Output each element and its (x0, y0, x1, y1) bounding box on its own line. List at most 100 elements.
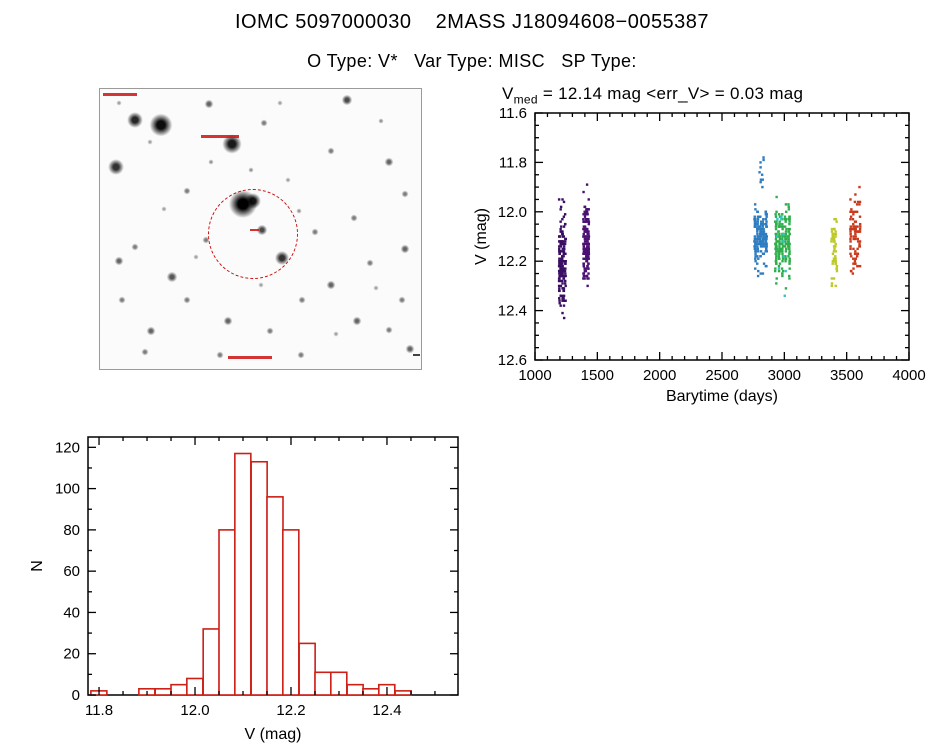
data-point (558, 272, 561, 275)
data-point (781, 274, 784, 278)
star (118, 296, 127, 305)
data-point (560, 269, 564, 273)
data-point (585, 235, 588, 238)
data-point (582, 245, 586, 248)
data-point (753, 220, 757, 223)
data-point (850, 255, 853, 258)
data-point (833, 240, 836, 243)
data-point (564, 279, 567, 283)
y-tick-label: 20 (63, 646, 80, 663)
data-point (561, 264, 564, 268)
data-point (856, 200, 860, 204)
data-point (775, 245, 778, 248)
data-point (780, 250, 783, 253)
data-point (764, 210, 767, 213)
data-point (559, 257, 562, 260)
data-point (849, 225, 853, 228)
data-point (759, 242, 763, 246)
data-point (583, 225, 587, 228)
data-point (563, 274, 566, 278)
data-point (756, 210, 759, 213)
data-point (764, 232, 768, 236)
data-point (856, 225, 859, 228)
data-point (759, 250, 763, 253)
data-point (583, 220, 586, 223)
data-point (782, 232, 785, 236)
data-point (774, 227, 778, 231)
data-point (557, 198, 561, 201)
data-point (759, 178, 763, 181)
data-point (586, 237, 589, 241)
star (207, 158, 214, 165)
data-point (856, 252, 860, 255)
data-point (561, 299, 564, 302)
x-tick-label: 12.0 (180, 702, 209, 719)
star (327, 146, 336, 155)
data-point (777, 269, 781, 273)
data-point (833, 227, 836, 231)
data-point (858, 242, 861, 246)
data-point (775, 195, 778, 199)
star (298, 296, 307, 305)
data-point (835, 267, 838, 270)
data-point (564, 240, 567, 243)
data-point (852, 257, 855, 260)
data-point (854, 237, 857, 241)
data-point (851, 272, 855, 275)
hist-bar (218, 529, 236, 696)
data-point (762, 240, 765, 243)
data-point (858, 203, 861, 206)
data-point (564, 274, 567, 278)
data-point (781, 269, 785, 273)
data-point (758, 237, 762, 241)
x-tick-label: 1500 (581, 367, 614, 384)
data-point (853, 210, 857, 213)
data-point (784, 232, 788, 236)
data-point (849, 198, 852, 201)
data-point (761, 220, 764, 223)
data-point (759, 180, 762, 184)
data-point (765, 237, 768, 241)
data-point (561, 257, 564, 260)
data-point (756, 247, 760, 251)
star (266, 327, 275, 336)
data-point (561, 279, 564, 283)
data-point (757, 269, 760, 273)
data-point (852, 225, 855, 228)
star (332, 331, 339, 337)
data-point (832, 237, 836, 241)
data-point (762, 156, 765, 159)
star (131, 243, 140, 252)
data-point (585, 247, 589, 251)
data-point (775, 255, 778, 258)
data-point (583, 247, 586, 251)
data-point (787, 255, 790, 258)
data-point (582, 235, 585, 238)
data-point (587, 250, 590, 253)
data-point (834, 284, 837, 288)
data-point (788, 227, 791, 231)
data-point (849, 235, 853, 238)
data-point (586, 252, 589, 255)
hist-bar (170, 683, 188, 696)
data-point (583, 205, 586, 209)
data-point (754, 260, 757, 263)
data-point (757, 242, 760, 246)
data-point (760, 222, 763, 226)
data-point (780, 267, 784, 270)
finder-chart-image (99, 88, 422, 370)
data-point (774, 262, 778, 265)
data-point (778, 242, 781, 246)
star (400, 190, 409, 198)
data-point (762, 232, 765, 236)
data-point (788, 277, 791, 280)
data-point (834, 245, 837, 248)
data-point (830, 284, 833, 288)
data-point (562, 250, 566, 253)
data-point (587, 272, 590, 275)
data-point (833, 260, 836, 263)
data-point (784, 287, 788, 290)
data-point (774, 247, 778, 251)
data-point (775, 240, 778, 243)
y-tick-label: 12.0 (498, 204, 527, 221)
